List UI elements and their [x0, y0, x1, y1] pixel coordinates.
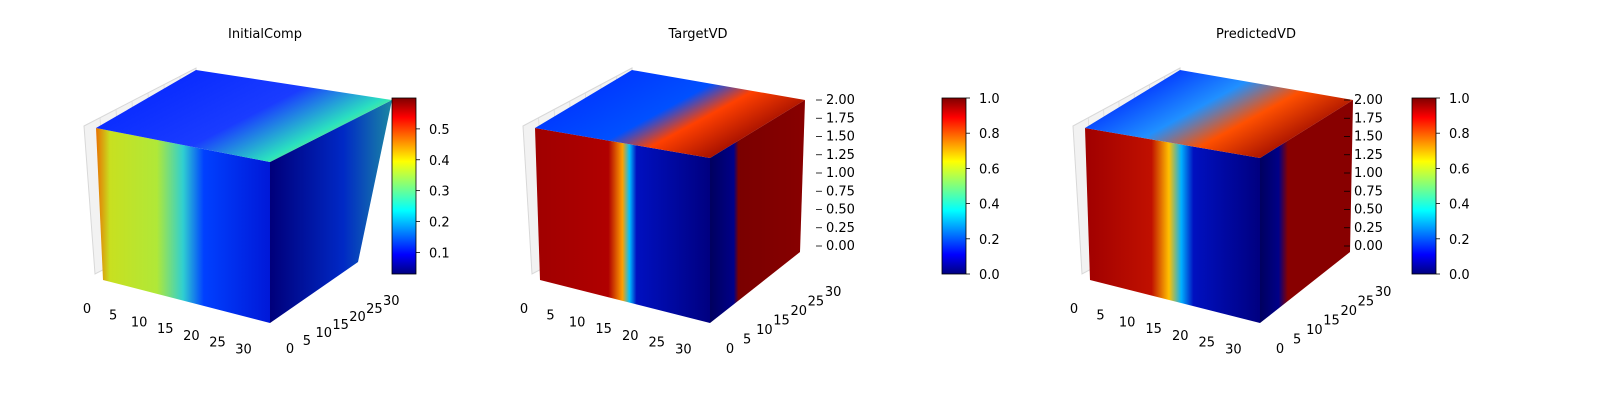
x-tick-label: 10	[569, 315, 586, 330]
x-tick-label: 15	[1145, 322, 1162, 337]
colorbar-tick-label: 0.0	[1449, 268, 1470, 283]
z-tick-label: 1.75	[1354, 111, 1383, 126]
x-tick-label: 30	[235, 342, 252, 357]
x-tick-label: 0	[83, 302, 91, 317]
colorbar-tick-label: 0.1	[429, 246, 450, 261]
colorbar	[391, 97, 417, 275]
cube-side-face	[1260, 100, 1353, 323]
x-tick-label: 0	[520, 302, 528, 317]
colorbar-tick-label: 0.8	[1449, 127, 1470, 142]
z-tick-label: 0.50	[1354, 203, 1383, 218]
x-tick-label: 5	[109, 309, 117, 324]
x-tick-label: 30	[675, 342, 692, 357]
y-tick-label: 5	[1293, 332, 1301, 347]
colorbar-tick-label: 0.2	[979, 233, 1000, 248]
x-tick-label: 0	[1070, 302, 1078, 317]
cube-top-face	[96, 70, 392, 162]
colorbar	[941, 97, 967, 275]
x-tick-label: 15	[157, 322, 174, 337]
x-tick-label: 15	[595, 322, 612, 337]
z-tick-label: 0.25	[826, 221, 855, 236]
y-tick-label: 30	[1375, 285, 1392, 300]
colorbar-tick-label: 0.2	[1449, 233, 1470, 248]
y-tick-label: 5	[303, 334, 311, 349]
y-tick-label: 10	[756, 323, 773, 338]
z-tick-label: 0.25	[1354, 221, 1383, 236]
y-tick-label: 30	[383, 294, 400, 309]
colorbar-tick-label: 0.5	[429, 123, 450, 138]
x-tick-label: 25	[1199, 336, 1216, 351]
colorbar-tick-label: 1.0	[1449, 92, 1470, 107]
colorbar-tick-label: 0.0	[979, 268, 1000, 283]
colorbar-tick-label: 1.0	[979, 92, 1000, 107]
z-tick-label: 0.00	[1354, 239, 1383, 254]
colorbar-tick-label: 0.4	[979, 198, 1000, 213]
z-tick-label: 2.00	[826, 93, 855, 108]
cube-front-face	[1085, 128, 1260, 323]
panel-title: TargetVD	[667, 27, 727, 42]
cube-side-shade	[1260, 100, 1353, 323]
y-tick-label: 10	[315, 326, 332, 341]
y-tick-label: 20	[349, 310, 366, 325]
z-tick-label: 0.50	[826, 203, 855, 218]
y-tick-label: 15	[1323, 313, 1340, 328]
y-tick-label: 20	[790, 304, 807, 319]
colorbar-tick-label: 0.3	[429, 185, 450, 200]
x-tick-label: 30	[1225, 342, 1242, 357]
y-tick-label: 5	[743, 332, 751, 347]
cube-side-face	[270, 100, 392, 323]
x-tick-label: 5	[546, 309, 554, 324]
cube-front-face	[96, 128, 270, 323]
colorbar-tick-label: 0.6	[1449, 162, 1470, 177]
z-tick-label: 1.50	[1354, 130, 1383, 145]
z-tick-label: 1.25	[1354, 148, 1383, 163]
panel-title: InitialComp	[228, 27, 302, 42]
y-tick-label: 25	[1358, 294, 1375, 309]
y-tick-label: 0	[726, 342, 734, 357]
x-tick-label: 25	[649, 336, 666, 351]
y-tick-label: 15	[332, 318, 349, 333]
y-tick-label: 0	[286, 342, 294, 357]
cube-side-face	[710, 100, 805, 323]
y-tick-label: 25	[808, 294, 825, 309]
y-tick-label: 0	[1276, 342, 1284, 357]
z-tick-label: 0.75	[1354, 184, 1383, 199]
cube-top-face	[535, 70, 805, 158]
z-tick-label: 2.00	[1354, 93, 1383, 108]
colorbar-tick-label: 0.4	[1449, 198, 1470, 213]
colorbar-tick-label: 0.8	[979, 127, 1000, 142]
colorbar-tick-label: 0.6	[979, 162, 1000, 177]
z-tick-label: 1.75	[826, 111, 855, 126]
x-tick-label: 20	[1172, 329, 1189, 344]
panel-title: PredictedVD	[1216, 27, 1296, 42]
z-tick-label: 1.50	[826, 130, 855, 145]
y-tick-label: 30	[825, 285, 842, 300]
x-tick-label: 10	[131, 315, 148, 330]
cube-side-shade	[710, 100, 805, 323]
y-tick-label: 10	[1306, 323, 1323, 338]
x-tick-label: 20	[622, 329, 639, 344]
y-tick-label: 25	[366, 302, 383, 317]
y-tick-label: 15	[773, 313, 790, 328]
x-tick-label: 25	[209, 336, 226, 351]
z-tick-label: 1.00	[826, 166, 855, 181]
z-tick-label: 0.75	[826, 184, 855, 199]
z-tick-label: 1.25	[826, 148, 855, 163]
x-tick-label: 20	[183, 329, 200, 344]
x-tick-label: 5	[1096, 309, 1104, 324]
colorbar-tick-label: 0.2	[429, 216, 450, 231]
colorbar-tick-label: 0.4	[429, 154, 450, 169]
colorbar	[1411, 97, 1437, 275]
y-tick-label: 20	[1340, 304, 1357, 319]
cube-front-face	[535, 128, 710, 323]
z-tick-label: 1.00	[1354, 166, 1383, 181]
cube-side-shade	[270, 100, 392, 323]
x-tick-label: 10	[1119, 315, 1136, 330]
z-tick-label: 0.00	[826, 239, 855, 254]
cube-top-face	[1085, 70, 1353, 158]
